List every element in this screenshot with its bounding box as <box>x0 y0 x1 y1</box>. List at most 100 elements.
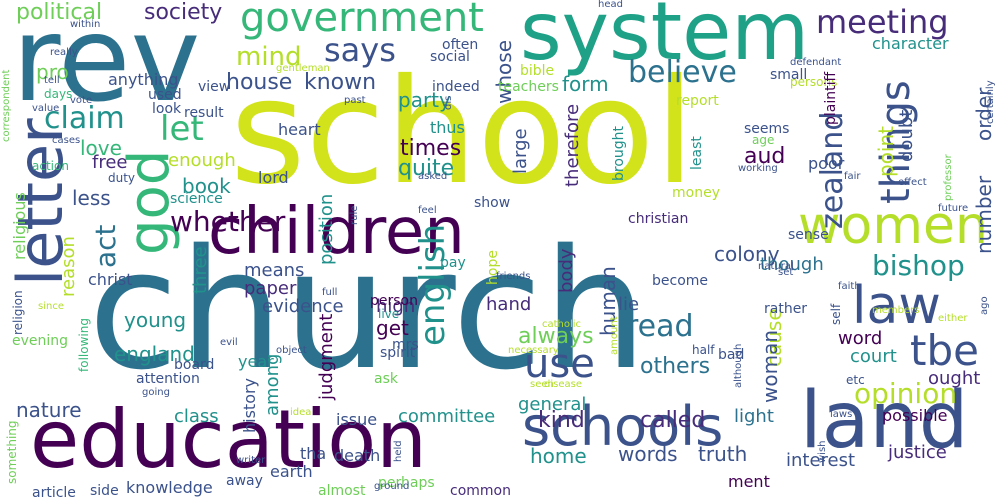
word-aud: aud <box>744 144 786 169</box>
word-really: really <box>50 47 78 58</box>
word-class: class <box>174 406 219 427</box>
word-earth: earth <box>270 462 313 481</box>
word-education: education <box>30 393 427 486</box>
word-heart: heart <box>278 120 321 139</box>
word-school: school <box>230 48 695 217</box>
word-english: english <box>413 224 453 347</box>
word-bishop: bishop <box>872 249 965 282</box>
word-going: going <box>142 387 170 398</box>
word-away: away <box>226 473 263 489</box>
word-least: least <box>689 136 705 170</box>
word-cases: cases <box>52 135 81 146</box>
word-opinion: opinion <box>854 377 958 410</box>
word-court: court <box>850 346 897 367</box>
word-possible: possible <box>882 406 948 425</box>
word-land: land <box>800 376 969 466</box>
word-dis: dis <box>443 96 454 111</box>
word-gentleman: gentleman <box>276 63 330 74</box>
word-person: person <box>370 293 418 309</box>
word-spirit: spirit <box>380 345 416 361</box>
word-england: england <box>114 342 195 366</box>
word-indeed: indeed <box>432 79 480 95</box>
word-common: common <box>450 483 511 499</box>
word-number: number <box>972 176 996 255</box>
word-view: view <box>198 79 231 95</box>
word-interest: interest <box>786 450 856 471</box>
word-since: since <box>38 301 64 312</box>
word-paper: paper <box>244 278 297 299</box>
word-rev: rev <box>12 0 201 128</box>
word-evil: evil <box>220 337 238 348</box>
word-look: look <box>152 101 182 117</box>
word-doubt: doubt <box>896 110 917 163</box>
word-christ: christ <box>88 270 133 289</box>
word-etc: etc <box>846 373 865 387</box>
word-use: use <box>524 341 595 387</box>
word-others: others <box>640 354 711 379</box>
word-kind: kind <box>538 408 585 433</box>
word-live: live <box>378 307 400 321</box>
word-action: action <box>32 159 69 173</box>
word-amount: amount <box>609 316 620 355</box>
word-nature: nature <box>16 398 82 422</box>
word-rule: rule <box>349 206 360 226</box>
word-wish: wish <box>817 440 828 463</box>
word-evening: evening <box>12 333 69 349</box>
word-form: form <box>562 72 609 96</box>
word-knowledge: knowledge <box>126 478 213 497</box>
word-small: small <box>770 67 808 83</box>
word-point: point <box>874 126 898 178</box>
word-lord: lord <box>258 168 289 187</box>
word-laws: laws <box>830 409 853 420</box>
word-idea: idea <box>290 407 312 418</box>
word-pro: pro <box>36 60 69 84</box>
word-effect: effect <box>898 177 927 188</box>
word-enough: enough <box>168 150 236 171</box>
word-religious: religious <box>10 192 29 260</box>
word-ago: ago <box>979 296 990 315</box>
word-position: position <box>316 194 337 266</box>
word-colony: colony <box>714 242 780 266</box>
word-money: money <box>672 185 720 201</box>
word-anything: anything <box>108 70 179 89</box>
word-party: party <box>398 88 451 112</box>
word-half: half <box>692 343 715 357</box>
word-though: though <box>760 254 824 275</box>
word-called: called <box>640 408 706 433</box>
word-seems: seems <box>744 121 790 137</box>
word-women: women <box>798 196 988 256</box>
word-ment: ment <box>728 472 770 491</box>
word-ground: ground <box>374 481 410 492</box>
word-object: object <box>276 345 307 356</box>
word-body: body <box>556 248 577 293</box>
word-christian: christian <box>628 211 689 227</box>
word-hand: hand <box>486 294 532 315</box>
word-thus: thus <box>430 118 465 137</box>
word-value: value <box>32 103 60 114</box>
word-board: board <box>174 357 215 373</box>
word-tha: tha <box>300 444 327 463</box>
word-law: law <box>852 276 941 336</box>
word-days: days <box>44 87 73 101</box>
word-mrs: mrs <box>392 337 419 353</box>
word-justice: justice <box>888 442 947 463</box>
word-often: often <box>442 37 479 53</box>
word-get: get <box>376 316 409 340</box>
word-issue: issue <box>336 410 378 429</box>
word-book: book <box>182 174 231 198</box>
word-catholic: catholic <box>542 319 582 330</box>
word-poor: poor <box>808 154 845 173</box>
word-either: either <box>938 313 968 324</box>
word-self: self <box>829 304 843 326</box>
word-ask: ask <box>374 371 398 387</box>
word-attention: attention <box>136 371 200 387</box>
word-certainly: certainly <box>985 80 996 124</box>
word-article: article <box>32 485 76 500</box>
word-truth: truth <box>698 442 748 466</box>
word-judgment: judgment <box>316 314 337 401</box>
word-report: report <box>676 93 719 109</box>
word-within: within <box>70 19 101 30</box>
word-show: show <box>474 195 511 211</box>
word-times: times <box>400 136 462 161</box>
